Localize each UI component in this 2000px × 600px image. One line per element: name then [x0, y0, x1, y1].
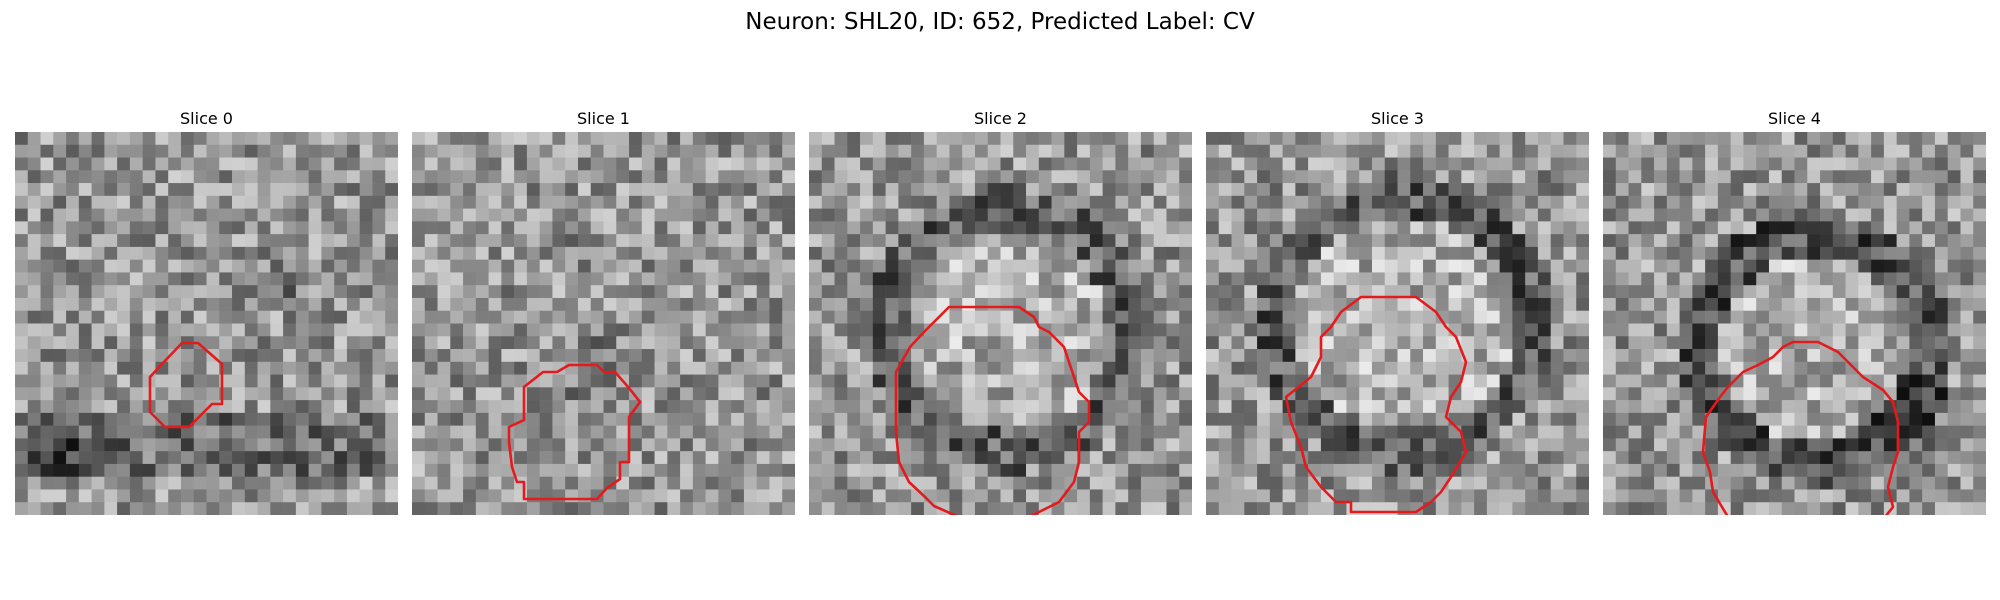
- panel-title: Slice 2: [809, 108, 1192, 132]
- panel-title: Slice 4: [1603, 108, 1986, 132]
- slice-image: [15, 132, 398, 515]
- slice-image: [1603, 132, 1986, 515]
- slice-image: [412, 132, 795, 515]
- panel-slice-1: Slice 1: [412, 108, 795, 515]
- panel-title: Slice 3: [1206, 108, 1589, 132]
- panel-slice-0: Slice 0: [15, 108, 398, 515]
- panel-slice-3: Slice 3: [1206, 108, 1589, 515]
- panel-title: Slice 0: [15, 108, 398, 132]
- figure-title: Neuron: SHL20, ID: 652, Predicted Label:…: [0, 6, 2000, 38]
- panel-slice-2: Slice 2: [809, 108, 1192, 515]
- slice-image: [1206, 132, 1589, 515]
- slice-image: [809, 132, 1192, 515]
- panel-title: Slice 1: [412, 108, 795, 132]
- panel-slice-4: Slice 4: [1603, 108, 1986, 515]
